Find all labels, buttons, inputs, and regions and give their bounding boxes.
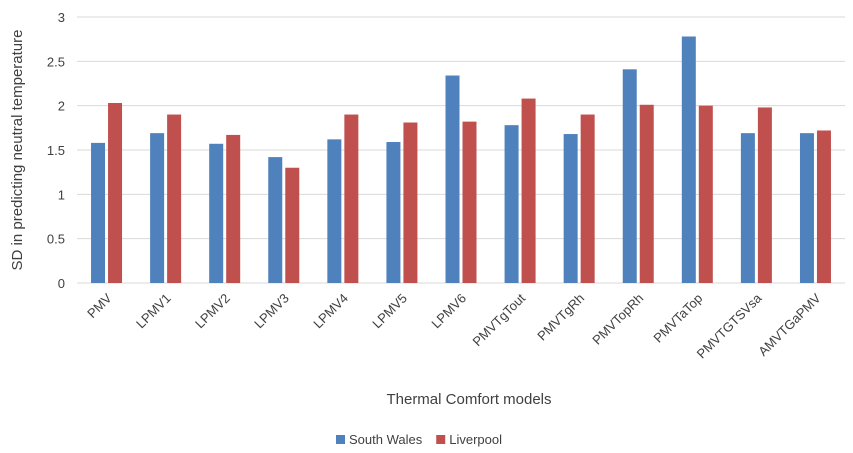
x-tick-label: LPMV6 xyxy=(428,291,469,332)
x-tick-label: LPMV4 xyxy=(310,291,351,332)
x-tick-label: PMVTgTout xyxy=(470,290,529,349)
x-tick-label: LPMV1 xyxy=(133,291,174,332)
x-tick-label: PMVTaTop xyxy=(650,291,705,346)
x-tick-label: LPMV3 xyxy=(251,291,292,332)
x-tick-label: AMVTGaPMV xyxy=(755,290,824,359)
y-axis-ticks: 0 0.5 1 1.5 2 2.5 3 xyxy=(47,10,65,291)
legend-label: Liverpool xyxy=(449,432,502,447)
x-tick-label: PMV xyxy=(84,290,115,321)
y-tick-label: 3 xyxy=(58,10,65,25)
bar-south-wales-pmvtoprh xyxy=(622,69,637,284)
bar-south-wales-pmvtgtout xyxy=(504,125,519,283)
bars xyxy=(91,36,831,284)
y-tick-label: 0.5 xyxy=(47,232,65,247)
bar-south-wales-amvtgapmv xyxy=(799,133,814,283)
x-tick-label: LPMV5 xyxy=(369,291,410,332)
bar-liverpool-pmv xyxy=(108,103,123,283)
bar-liverpool-lpmv4 xyxy=(344,114,359,284)
bar-liverpool-lpmv6 xyxy=(462,121,477,283)
bar-south-wales-lpmv3 xyxy=(268,157,283,283)
bar-liverpool-pmvtgrh xyxy=(580,114,595,284)
bar-south-wales-pmvtgtsvsa xyxy=(740,133,755,283)
legend-label: South Wales xyxy=(349,432,423,447)
legend-swatch xyxy=(336,435,345,444)
legend: South Wales Liverpool xyxy=(336,432,502,447)
bar-south-wales-lpmv5 xyxy=(386,142,401,283)
x-tick-label: PMVTopRh xyxy=(589,291,646,348)
bar-liverpool-lpmv3 xyxy=(285,167,300,283)
x-axis-ticks: PMV LPMV1 LPMV2 LPMV3 LPMV4 LPMV5 LPMV6 PMVTgTo… xyxy=(84,290,824,361)
y-tick-label: 1 xyxy=(58,187,65,202)
bar-south-wales-pmvtgrh xyxy=(563,134,578,283)
bar-south-wales-pmv xyxy=(91,142,106,283)
bar-south-wales-lpmv4 xyxy=(327,139,342,283)
x-tick-label: LPMV2 xyxy=(192,291,233,332)
bar-liverpool-pmvtgtout xyxy=(521,98,536,283)
bar-liverpool-pmvtgtsvsa xyxy=(757,107,772,283)
x-tick-label: PMVTgRh xyxy=(534,291,587,344)
y-tick-label: 2 xyxy=(58,99,65,114)
bar-south-wales-lpmv6 xyxy=(445,75,460,284)
bar-liverpool-lpmv2 xyxy=(226,134,241,283)
y-tick-label: 1.5 xyxy=(47,143,65,158)
legend-swatch xyxy=(436,435,446,444)
bar-south-wales-pmvtatop xyxy=(681,36,696,283)
bar-south-wales-lpmv2 xyxy=(209,143,224,283)
y-tick-label: 2.5 xyxy=(47,54,65,69)
bar-liverpool-pmvtoprh xyxy=(639,104,654,283)
bar-liverpool-amvtgapmv xyxy=(816,130,831,283)
x-axis-title: Thermal Comfort models xyxy=(386,391,551,408)
bar-liverpool-pmvtatop xyxy=(698,105,713,284)
y-axis-title: SD in predicting neutral temperature xyxy=(9,30,26,271)
y-tick-label: 0 xyxy=(58,276,65,291)
bar-south-wales-lpmv1 xyxy=(150,133,165,283)
gridlines xyxy=(77,16,845,284)
bar-liverpool-lpmv5 xyxy=(403,122,418,283)
bar-liverpool-lpmv1 xyxy=(167,114,182,284)
